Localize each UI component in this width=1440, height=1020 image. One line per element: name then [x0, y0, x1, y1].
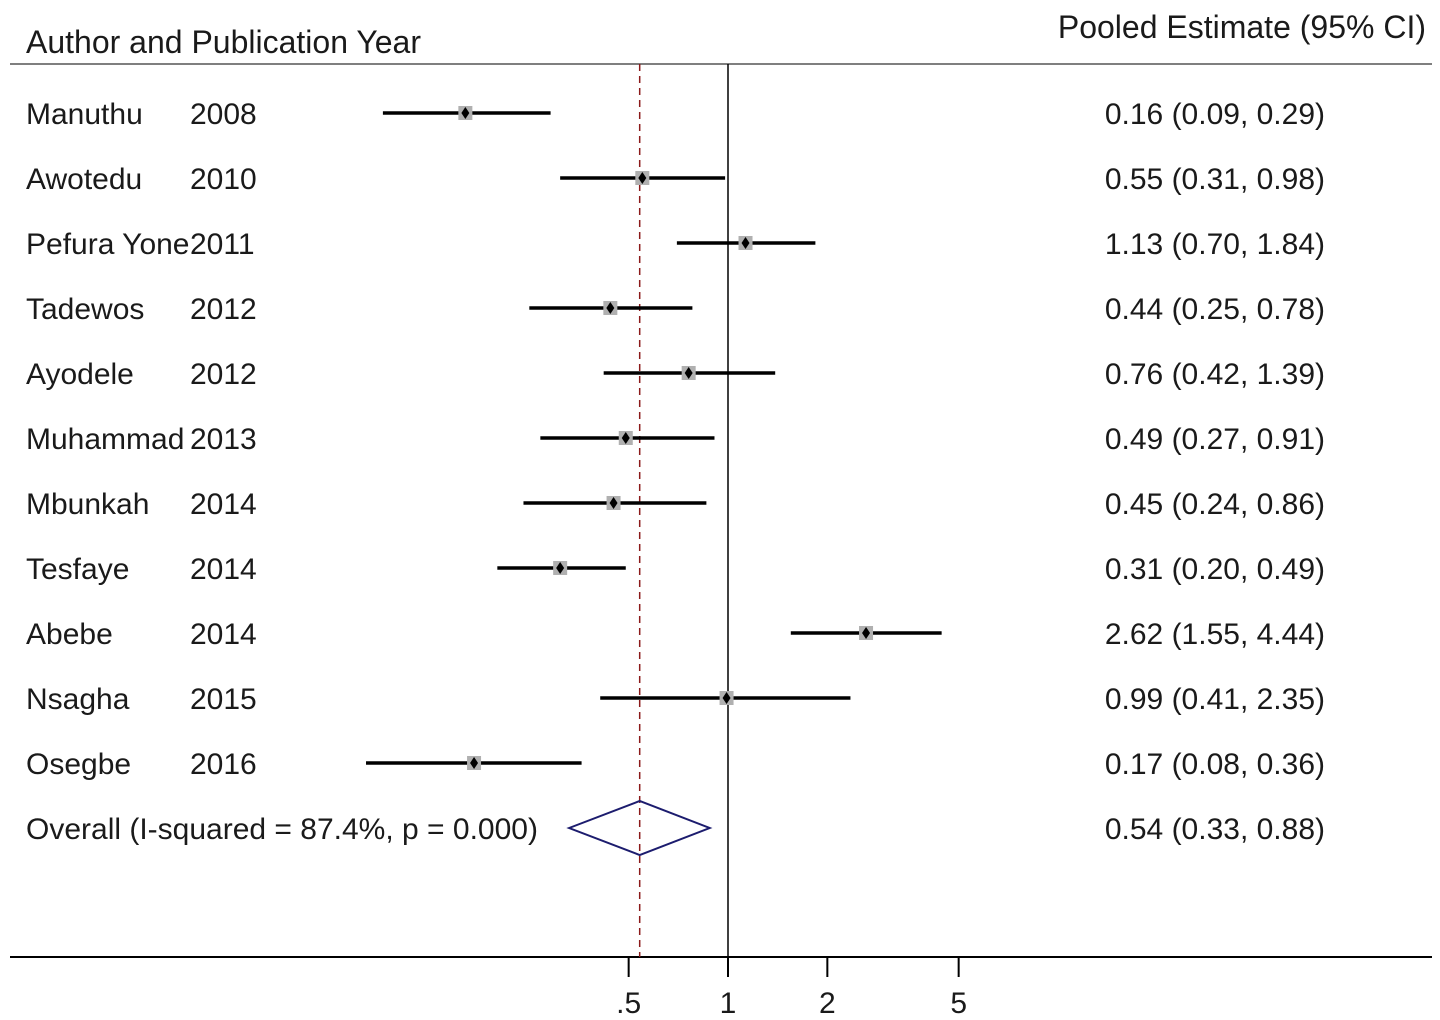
header-author-year: Author and Publication Year [26, 24, 421, 60]
point-estimate [606, 302, 615, 314]
estimate-label: 0.16 (0.09, 0.29) [1105, 98, 1325, 131]
study-author: Tesfaye [26, 553, 129, 586]
point-estimate [609, 497, 618, 509]
study-year: 2012 [190, 293, 257, 326]
study-year: 2014 [190, 488, 257, 521]
study-row: Awotedu 2010 0.55 (0.31, 0.98) [26, 163, 1325, 196]
point-estimate [741, 237, 750, 249]
study-year: 2008 [190, 98, 257, 131]
estimate-label: 0.31 (0.20, 0.49) [1105, 553, 1325, 586]
estimate-label: 0.49 (0.27, 0.91) [1105, 423, 1325, 456]
overall-estimate-label: 0.54 (0.33, 0.88) [1105, 813, 1325, 846]
study-year: 2010 [190, 163, 257, 196]
point-estimate [684, 367, 693, 379]
x-tick-label: 5 [950, 987, 967, 1020]
estimate-label: 0.45 (0.24, 0.86) [1105, 488, 1325, 521]
study-year: 2014 [190, 553, 257, 586]
x-tick-label: 2 [819, 987, 836, 1020]
study-row: Abebe 2014 2.62 (1.55, 4.44) [26, 618, 1325, 651]
study-row: Muhammad 2013 0.49 (0.27, 0.91) [26, 423, 1325, 456]
point-estimate [862, 627, 871, 639]
point-estimate [722, 692, 731, 704]
study-year: 2011 [190, 228, 255, 261]
study-row: Mbunkah 2014 0.45 (0.24, 0.86) [26, 488, 1325, 521]
study-author: Osegbe [26, 748, 131, 781]
study-author: Ayodele [26, 358, 134, 391]
overall-diamond [566, 799, 713, 857]
study-author: Abebe [26, 618, 113, 651]
estimate-label: 0.44 (0.25, 0.78) [1105, 293, 1325, 326]
study-row: Nsagha 2015 0.99 (0.41, 2.35) [26, 683, 1325, 716]
study-row: Ayodele 2012 0.76 (0.42, 1.39) [26, 358, 1325, 391]
x-axis-ticks: .5 1 2 5 [616, 957, 967, 1020]
study-author: Pefura Yone [26, 228, 190, 261]
study-year: 2012 [190, 358, 257, 391]
study-author: Mbunkah [26, 488, 149, 521]
point-estimate [461, 107, 470, 119]
study-year: 2014 [190, 618, 257, 651]
point-estimate [470, 757, 479, 769]
study-author: Nsagha [26, 683, 130, 716]
header-pooled-estimate: Pooled Estimate (95% CI) [1058, 9, 1426, 45]
estimate-label: 2.62 (1.55, 4.44) [1105, 618, 1325, 651]
estimate-label: 0.76 (0.42, 1.39) [1105, 358, 1325, 391]
study-year: 2013 [190, 423, 257, 456]
point-estimate [638, 172, 647, 184]
estimate-label: 0.55 (0.31, 0.98) [1105, 163, 1325, 196]
study-row: Tesfaye 2014 0.31 (0.20, 0.49) [26, 553, 1325, 586]
overall-label: Overall (I-squared = 87.4%, p = 0.000) [26, 813, 538, 846]
overall-row: Overall (I-squared = 87.4%, p = 0.000) 0.… [26, 799, 1325, 857]
estimate-label: 0.99 (0.41, 2.35) [1105, 683, 1325, 716]
study-row: Tadewos 2012 0.44 (0.25, 0.78) [26, 293, 1325, 326]
study-year: 2015 [190, 683, 257, 716]
x-tick-label: 1 [720, 987, 737, 1020]
study-author: Manuthu [26, 98, 143, 131]
study-rows: Manuthu 2008 0.16 (0.09, 0.29) Awotedu 2010 0… [26, 98, 1325, 781]
study-row: Manuthu 2008 0.16 (0.09, 0.29) [26, 98, 1325, 131]
study-year: 2016 [190, 748, 257, 781]
reference-lines [638, 64, 729, 957]
point-estimate [556, 562, 565, 574]
point-estimate [621, 432, 630, 444]
x-tick-label: .5 [616, 987, 641, 1020]
estimate-label: 1.13 (0.70, 1.84) [1105, 228, 1325, 261]
study-author: Muhammad [26, 423, 184, 456]
study-row: Pefura Yone 2011 1.13 (0.70, 1.84) [26, 228, 1325, 261]
estimate-label: 0.17 (0.08, 0.36) [1105, 748, 1325, 781]
study-row: Osegbe 2016 0.17 (0.08, 0.36) [26, 748, 1325, 781]
study-author: Tadewos [26, 293, 144, 326]
study-author: Awotedu [26, 163, 142, 196]
